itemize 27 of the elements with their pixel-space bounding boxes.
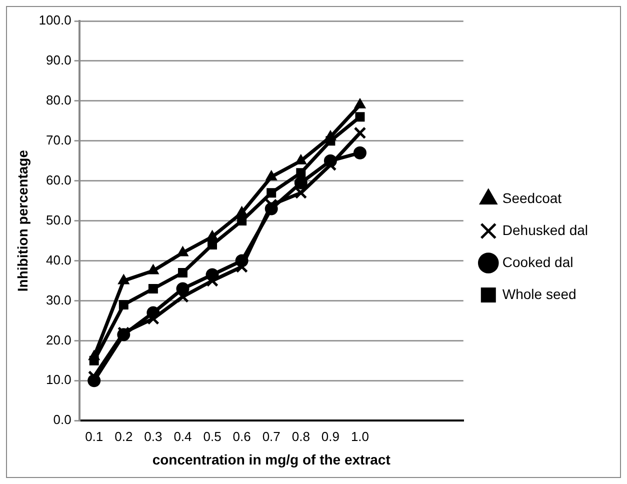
y-tick-label: 30.0: [46, 292, 72, 308]
y-tick-label: 40.0: [46, 252, 72, 268]
x-tick-label: 0.5: [203, 428, 222, 444]
legend-label: Dehusked dal: [502, 222, 588, 238]
x-tick-label: 0.6: [232, 428, 251, 444]
y-tick-label: 70.0: [46, 132, 72, 148]
y-tick-label: 50.0: [46, 212, 72, 228]
x-tick-label: 0.2: [114, 428, 133, 444]
legend-label: Seedcoat: [502, 190, 562, 206]
x-tick-label: 1.0: [350, 428, 370, 444]
legend-label: Whole seed: [502, 286, 576, 302]
legend-label: Cooked dal: [502, 254, 574, 270]
y-tick-label: 80.0: [46, 92, 72, 108]
y-tick-label: 60.0: [46, 172, 72, 188]
x-axis-title: concentration in mg/g of the extract: [152, 451, 391, 468]
x-tick-label: 0.4: [174, 428, 192, 444]
y-tick-label: 0.0: [53, 412, 72, 428]
x-tick-label: 0.8: [292, 428, 310, 444]
y-tick-label: 90.0: [46, 52, 72, 68]
y-tick-label: 100.0: [38, 12, 72, 28]
y-tick-label: 10.0: [46, 372, 72, 388]
y-tick-label: 20.0: [46, 332, 72, 348]
x-tick-label: 0.9: [321, 428, 340, 444]
y-axis-title: Inhibition percentage: [14, 150, 30, 292]
x-tick-label: 0.3: [144, 428, 162, 444]
x-tick-label: 0.7: [262, 428, 280, 444]
x-tick-label: 0.1: [85, 428, 104, 444]
